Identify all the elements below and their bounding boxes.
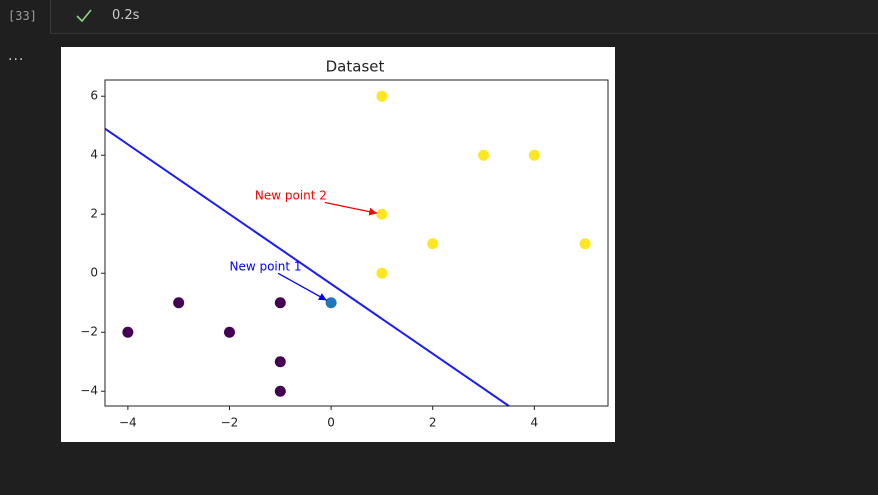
boundary-line [104,127,510,407]
x-tick-label: −2 [221,416,239,430]
y-tick-label: 6 [90,89,98,103]
point [427,238,439,250]
point [478,149,490,161]
x-tick-label: 4 [531,416,539,430]
y-tick-label: 0 [90,266,98,280]
annotation-arrow [324,201,378,216]
point [579,238,591,250]
output-menu[interactable]: ... [8,48,25,64]
separator [50,0,51,34]
point [376,267,388,279]
point [173,297,185,309]
point [376,90,388,102]
point [274,356,286,368]
point [274,297,286,309]
chart-title: Dataset [326,58,385,76]
x-tick-label: 0 [327,416,335,430]
cell-status-bar: [33] 0.2s [0,0,878,34]
x-tick-label: 2 [429,416,437,430]
point [528,149,540,161]
point [223,326,235,338]
y-tick-label: 4 [90,148,98,162]
figure-background [61,47,615,442]
y-tick-label: −2 [80,325,98,339]
point [325,297,337,309]
plot-frame [104,79,609,407]
execution-count: [33] [8,9,37,23]
success-icon [76,9,92,23]
annotation-arrow [277,272,328,301]
point [122,326,134,338]
y-tick-label: 2 [90,207,98,221]
annotation-label: New point 1 [229,259,301,273]
status: 0.2s [51,0,878,34]
chart: Dataset −4 −2 0 2 4 −4 −2 0 2 4 6 New point 1 New po… [61,47,615,442]
execution-time: 0.2s [112,8,140,23]
point [376,208,388,220]
point [274,385,286,397]
x-tick-label: −4 [119,416,137,430]
annotation-label: New point 2 [255,188,327,202]
y-tick-label: −4 [80,384,98,398]
